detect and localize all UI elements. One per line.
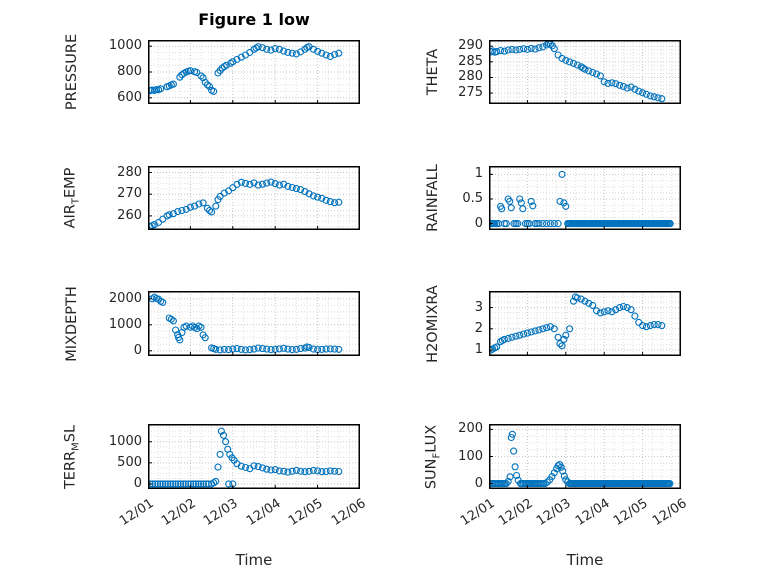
y-tick-label: 1 xyxy=(474,166,483,182)
y-tick-label: 0 xyxy=(133,475,142,491)
x-tick-label: 12/01 xyxy=(116,496,157,529)
y-axis-label: PRESSURE xyxy=(64,33,80,111)
y-tick-label: 3 xyxy=(474,299,483,315)
y-axis-label: SUNFLUX xyxy=(423,424,443,489)
x-tick-label: 12/04 xyxy=(243,496,284,529)
y-tick-label: 1000 xyxy=(108,433,142,449)
x-tick-label: 12/06 xyxy=(328,496,369,529)
y-axis-label: THETA xyxy=(425,48,441,96)
subplot-terr-msl xyxy=(146,424,361,489)
x-tick-label: 12/05 xyxy=(286,496,326,529)
figure-title: Figure 1 low xyxy=(198,10,310,29)
y-axis-label: AIRTEMP xyxy=(62,167,82,229)
y-axis-label: RAINFALL xyxy=(425,164,441,232)
subplot-h2omixra xyxy=(487,291,682,356)
y-tick-label: 0.5 xyxy=(462,190,483,206)
y-tick-label: 200 xyxy=(458,421,483,437)
y-tick-label: 290 xyxy=(458,38,483,54)
y-tick-label: 800 xyxy=(117,64,142,79)
x-tick-label: 12/02 xyxy=(495,496,536,529)
subplot-sun-flux xyxy=(487,424,682,489)
y-axis-label: MIXDEPTH xyxy=(64,285,80,362)
y-axis-label: H2OMIXRA xyxy=(425,284,441,363)
x-tick-label: 12/05 xyxy=(611,496,651,529)
y-tick-label: 1 xyxy=(474,342,483,358)
y-tick-label: 260 xyxy=(117,207,142,223)
y-tick-label: 280 xyxy=(458,69,483,85)
y-axis-label: TERRMSL xyxy=(62,424,82,489)
x-tick-label: 12/03 xyxy=(201,496,241,529)
x-tick-label: 12/03 xyxy=(534,496,574,529)
x-tick-label: 12/02 xyxy=(158,496,199,529)
x-tick-label: 12/01 xyxy=(457,496,498,529)
y-tick-label: 0 xyxy=(133,342,142,358)
y-tick-label: 1000 xyxy=(108,38,142,54)
subplot-air-temp xyxy=(146,166,361,231)
subplot-mixdepth xyxy=(147,291,361,356)
y-tick-label: 2 xyxy=(474,320,483,336)
x-tick-label: 12/04 xyxy=(572,496,613,529)
y-tick-label: 0 xyxy=(474,215,483,231)
y-tick-label: 2000 xyxy=(108,290,142,306)
y-tick-label: 600 xyxy=(117,89,142,105)
y-tick-label: 270 xyxy=(117,186,142,202)
y-tick-label: 0 xyxy=(474,475,483,491)
x-axis-label-right: Time xyxy=(566,551,604,569)
y-tick-label: 285 xyxy=(458,53,483,69)
x-axis-label-left: Time xyxy=(235,551,273,569)
y-tick-label: 500 xyxy=(117,454,142,470)
subplot-rainfall xyxy=(487,166,682,231)
y-tick-label: 280 xyxy=(117,164,142,180)
y-tick-label: 275 xyxy=(458,85,483,101)
x-tick-label: 12/06 xyxy=(649,496,690,529)
subplot-theta xyxy=(487,39,682,104)
y-tick-label: 100 xyxy=(458,448,483,464)
subplot-pressure xyxy=(146,40,361,104)
y-tick-label: 1000 xyxy=(108,316,142,332)
